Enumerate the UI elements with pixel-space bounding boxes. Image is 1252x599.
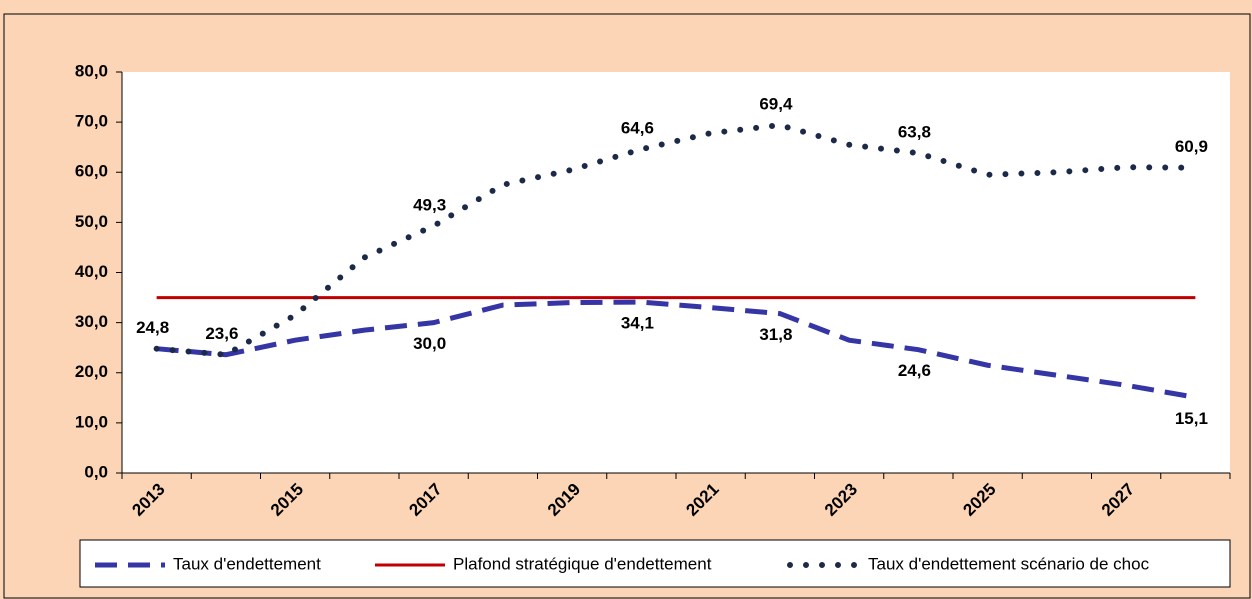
y-tick-label: 30,0: [75, 312, 108, 331]
y-tick-label: 0,0: [84, 462, 108, 481]
legend-label: Plafond stratégique d'endettement: [453, 554, 712, 573]
data-label: 15,1: [1175, 409, 1208, 428]
chart-border: [3, 13, 1251, 599]
data-label: 24,8: [136, 318, 169, 337]
y-tick-label: 70,0: [75, 112, 108, 131]
data-label: 69,4: [759, 95, 793, 114]
y-tick-label: 60,0: [75, 162, 108, 181]
legend-label: Taux d'endettement scénario de choc: [868, 554, 1150, 573]
legend: [79, 539, 1231, 588]
y-tick-label: 50,0: [75, 212, 108, 231]
y-tick-label: 40,0: [75, 262, 108, 281]
plot-area: [122, 72, 1230, 473]
data-label: 60,9: [1175, 137, 1208, 156]
y-tick-label: 80,0: [75, 61, 108, 80]
data-label: 24,6: [898, 361, 931, 380]
data-label: 49,3: [413, 195, 446, 214]
data-label: 31,8: [759, 325, 792, 344]
data-label: 30,0: [413, 334, 446, 353]
data-label: 64,6: [621, 119, 654, 138]
y-tick-label: 20,0: [75, 362, 108, 381]
y-tick-label: 10,0: [75, 412, 108, 431]
legend-label: Taux d'endettement: [173, 554, 321, 573]
series-line: [156, 299, 1196, 400]
data-label: 23,6: [205, 324, 238, 343]
data-label: 63,8: [898, 123, 931, 142]
series-line: [153, 122, 1199, 358]
data-label: 34,1: [621, 314, 654, 333]
